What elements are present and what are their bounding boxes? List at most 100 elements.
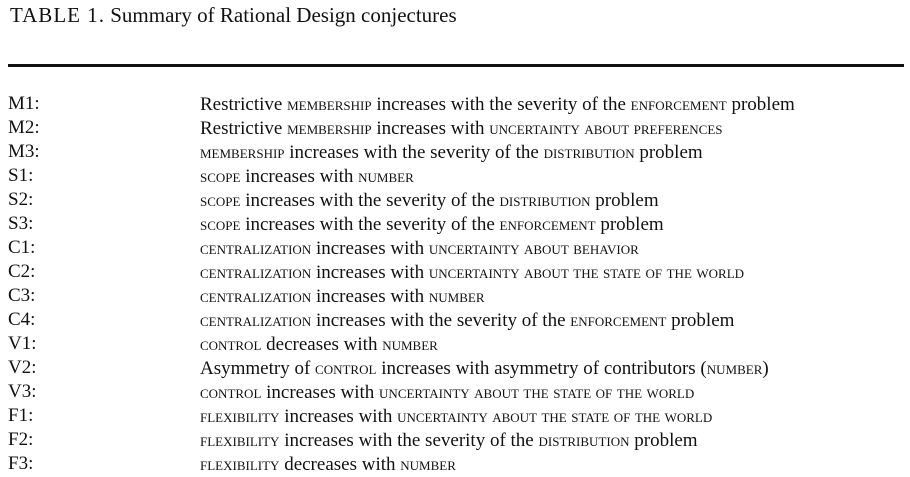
conjecture-text: control increases with uncertainty about… [200, 380, 694, 405]
variable-term: uncertainty about preferences [489, 118, 723, 138]
variable-term: centralization [200, 262, 312, 282]
variable-term: flexibility [200, 454, 280, 474]
table-row: V2: Asymmetry of control increases with a… [8, 356, 908, 380]
variable-term: number [400, 454, 456, 474]
conjecture-text-run: increases with the severity of the [240, 214, 500, 235]
variable-term: flexibility [200, 430, 280, 450]
conjecture-text-run: problem [634, 142, 703, 163]
conjecture-text-run: increases with asymmetry of contributors… [376, 358, 707, 379]
table-row: M2: Restrictive membership increases with… [8, 116, 908, 140]
table-row: C3: centralization increases with number [8, 284, 908, 308]
variable-term: number [382, 334, 438, 354]
conjecture-text-run: increases with the severity of the [279, 430, 539, 451]
conjecture-text: scope increases with the severity of the… [200, 188, 659, 213]
conjecture-text: flexibility increases with the severity … [200, 428, 698, 453]
variable-term: membership [200, 142, 285, 162]
conjecture-id: C2: [8, 261, 36, 282]
conjecture-text: centralization increases with number [200, 284, 485, 309]
conjecture-text-run: increases with [279, 406, 398, 427]
table-title: Summary of Rational Design conjectures [110, 3, 457, 27]
table-row: F2: flexibility increases with the severi… [8, 428, 908, 452]
conjecture-text: Asymmetry of control increases with asym… [200, 356, 769, 381]
conjecture-id: C3: [8, 285, 36, 306]
conjecture-id: S2: [8, 189, 34, 210]
conjecture-text-run: increases with the severity of the [371, 94, 631, 115]
variable-term: uncertainty about the state of the world [428, 262, 745, 282]
conjecture-text: centralization increases with uncertaint… [200, 260, 744, 285]
variable-term: enforcement [499, 214, 596, 234]
variable-term: scope [200, 214, 241, 234]
conjecture-table: M1: Restrictive membership increases with… [8, 92, 908, 476]
table-row: V1: control decreases with number [8, 332, 908, 356]
table-row: C4: centralization increases with the sev… [8, 308, 908, 332]
conjecture-text: scope increases with number [200, 164, 414, 189]
conjecture-id: F2: [8, 429, 34, 450]
conjecture-id: M2: [8, 117, 40, 138]
table-row: S3: scope increases with the severity of … [8, 212, 908, 236]
conjecture-id: F3: [8, 453, 34, 474]
conjecture-id: M3: [8, 141, 40, 162]
table-label: TABLE 1. [10, 3, 105, 27]
conjecture-id: C4: [8, 309, 36, 330]
variable-term: control [200, 334, 262, 354]
variable-term: distribution [538, 430, 630, 450]
table-row: C2: centralization increases with uncerta… [8, 260, 908, 284]
conjecture-text: scope increases with the severity of the… [200, 212, 664, 237]
variable-term: distribution [499, 190, 591, 210]
conjecture-text: centralization increases with uncertaint… [200, 236, 639, 261]
conjecture-text-run: decreases with [261, 334, 383, 355]
conjecture-text-run: problem [629, 430, 698, 451]
conjecture-text-run: increases with [261, 382, 380, 403]
conjecture-text-run: increases with [240, 166, 359, 187]
conjecture-text-run: increases with [311, 286, 429, 307]
variable-term: number [428, 286, 485, 306]
table-row: C1: centralization increases with uncerta… [8, 236, 908, 260]
table-top-rule [8, 64, 904, 67]
conjecture-text-run: Restrictive [200, 118, 288, 139]
table-row: F3: flexibility decreases with number [8, 452, 908, 476]
variable-term: centralization [200, 286, 312, 306]
variable-term: distribution [543, 142, 635, 162]
variable-term: control [200, 382, 262, 402]
variable-term: scope [200, 166, 241, 186]
variable-term: enforcement [570, 310, 667, 330]
conjecture-id: S1: [8, 165, 34, 186]
variable-term: membership [287, 118, 372, 138]
variable-term: scope [200, 190, 241, 210]
conjecture-text-run: increases with the severity of the [240, 190, 500, 211]
conjecture-text-run: problem [590, 190, 659, 211]
conjecture-text-run: Asymmetry of [200, 358, 316, 379]
table-row: M1: Restrictive membership increases with… [8, 92, 908, 116]
conjecture-text-run: increases with the severity of the [284, 142, 544, 163]
table-row: V3: control increases with uncertainty ab… [8, 380, 908, 404]
conjecture-text: flexibility decreases with number [200, 452, 456, 477]
conjecture-text-run: increases with [311, 238, 429, 259]
variable-term: number [358, 166, 414, 186]
conjecture-id: V1: [8, 333, 37, 354]
conjecture-id: F1: [8, 405, 34, 426]
conjecture-id: S3: [8, 213, 34, 234]
conjecture-id: M1: [8, 93, 40, 114]
variable-term: uncertainty about the state of the world [379, 382, 695, 402]
conjecture-text-run: ) [762, 358, 769, 379]
conjecture-text: membership increases with the severity o… [200, 140, 703, 165]
table-row: S1: scope increases with number [8, 164, 908, 188]
variable-term: centralization [200, 310, 312, 330]
conjecture-text-run: increases with [311, 262, 429, 283]
conjecture-id: C1: [8, 237, 36, 258]
conjecture-text-run: increases with [371, 118, 490, 139]
conjecture-text: Restrictive membership increases with un… [200, 116, 723, 141]
variable-term: membership [287, 94, 372, 114]
table-row: S2: scope increases with the severity of … [8, 188, 908, 212]
conjecture-id: V2: [8, 357, 37, 378]
conjecture-text-run: increases with the severity of the [311, 310, 571, 331]
variable-term: uncertainty about the state of the world [397, 406, 713, 426]
variable-term: uncertainty about behavior [428, 238, 639, 258]
conjecture-text: flexibility increases with uncertainty a… [200, 404, 712, 429]
variable-term: enforcement [630, 94, 727, 114]
variable-term: centralization [200, 238, 312, 258]
conjecture-text-run: problem [726, 94, 795, 115]
table-row: M3: membership increases with the severit… [8, 140, 908, 164]
conjecture-text-run: problem [595, 214, 664, 235]
conjecture-text: centralization increases with the severi… [200, 308, 734, 333]
